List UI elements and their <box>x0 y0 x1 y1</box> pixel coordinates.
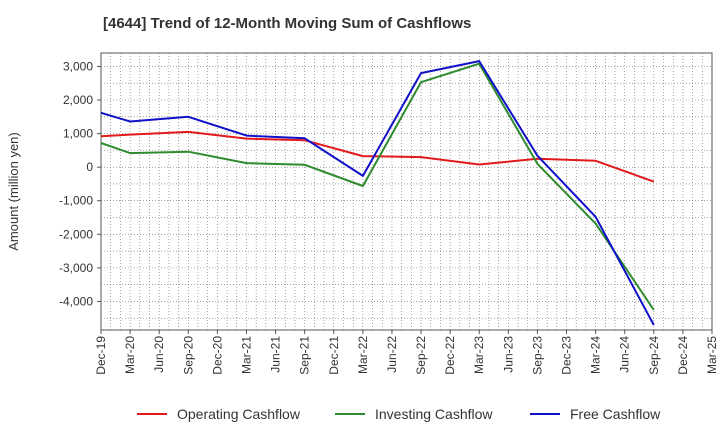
x-tick-label: Jun-22 <box>385 336 399 373</box>
x-tick-label: Mar-21 <box>239 336 253 374</box>
y-tick-label: -2,000 <box>59 227 93 241</box>
x-tick-label: Sep-23 <box>530 336 544 375</box>
legend: Operating Cashflow Investing Cashflow Free… <box>137 406 661 422</box>
y-tick-label: 0 <box>86 160 93 174</box>
x-tick-label: Mar-24 <box>589 336 603 374</box>
y-tick-label: 2,000 <box>63 93 93 107</box>
x-tick-label: Mar-23 <box>472 336 486 374</box>
x-tick-label: Dec-24 <box>676 336 690 375</box>
series-line <box>100 62 655 311</box>
x-tick-label: Mar-25 <box>705 336 719 374</box>
x-tick-label: Sep-24 <box>647 336 661 375</box>
x-tick-label: Sep-20 <box>181 336 195 375</box>
x-tick-label: Sep-21 <box>298 336 312 375</box>
x-tick-label: Mar-22 <box>356 336 370 374</box>
plot-frame <box>100 52 713 331</box>
x-tick-label: Jun-24 <box>618 336 632 373</box>
series-layer <box>100 60 655 326</box>
x-tick-label: Dec-22 <box>443 336 457 375</box>
chart-title: [4644] Trend of 12-Month Moving Sum of C… <box>103 15 472 32</box>
series-line <box>100 60 655 326</box>
y-tick-label: 3,000 <box>63 59 93 73</box>
y-tick-label: -3,000 <box>59 261 93 275</box>
legend-label: Operating Cashflow <box>177 406 301 422</box>
legend-label: Investing Cashflow <box>375 406 493 422</box>
x-tick-label: Jun-23 <box>501 336 515 373</box>
axes-layer <box>97 52 713 334</box>
x-tick-label: Mar-20 <box>123 336 137 374</box>
x-tick-label: Dec-23 <box>560 336 574 375</box>
y-tick-label: -1,000 <box>59 194 93 208</box>
y-axis-title: Amount (million yen) <box>6 132 21 251</box>
legend-label: Free Cashflow <box>570 406 661 422</box>
x-tick-label: Jun-20 <box>152 336 166 373</box>
x-tick-label: Dec-21 <box>327 336 341 375</box>
x-tick-label: Dec-20 <box>210 336 224 375</box>
x-tick-label: Dec-19 <box>94 336 108 375</box>
x-tick-label: Jun-21 <box>269 336 283 373</box>
grid-layer <box>101 53 712 330</box>
y-tick-label: 1,000 <box>63 127 93 141</box>
labels-layer: 3,000 2,000 1,000 0 -1,000 -2,000 -3,000 -4,000… <box>6 59 719 374</box>
series-line <box>100 130 655 183</box>
x-tick-label: Sep-22 <box>414 336 428 375</box>
y-tick-label: -4,000 <box>59 294 93 308</box>
